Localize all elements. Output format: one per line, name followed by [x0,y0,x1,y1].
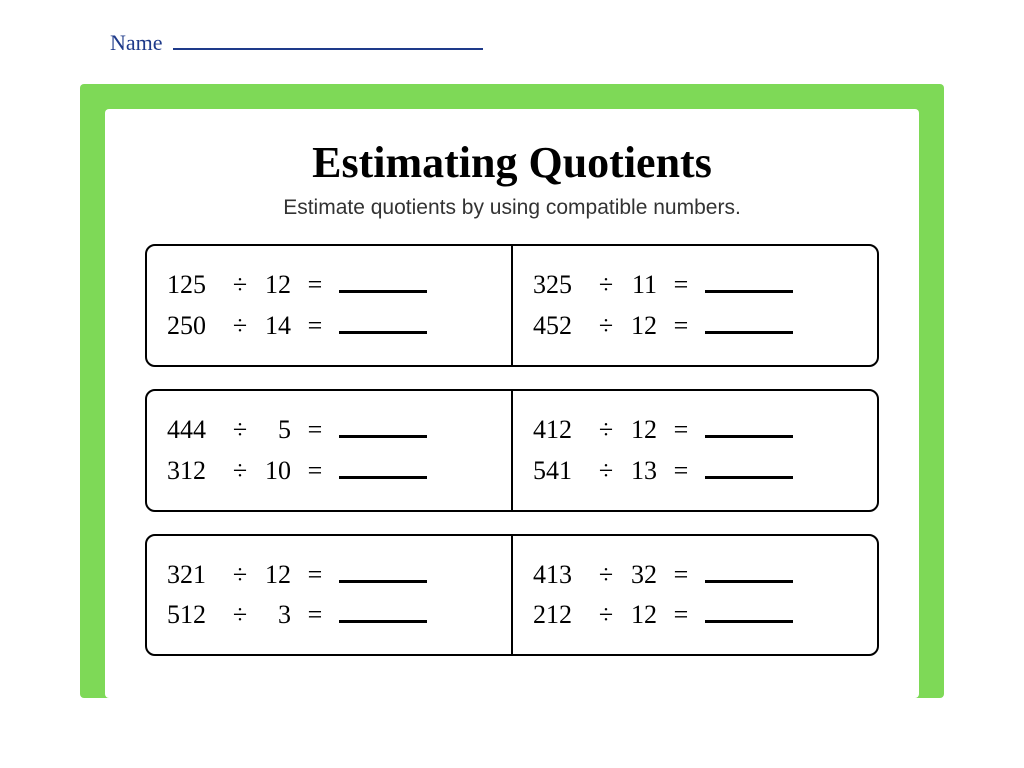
answer-blank[interactable] [339,455,427,478]
green-frame: Estimating Quotients Estimate quotients … [80,84,944,698]
problem-row: 212 ÷ 12 = [533,600,857,630]
problem-row: 125 ÷ 12 = [167,270,491,300]
divisor: 12 [255,560,297,590]
divide-icon: ÷ [225,600,255,630]
equals-sign: = [663,270,699,300]
divisor: 12 [255,270,297,300]
divide-icon: ÷ [591,560,621,590]
dividend: 412 [533,415,591,445]
problem-group: 321 ÷ 12 = 512 ÷ 3 = [145,534,879,657]
worksheet-title: Estimating Quotients [145,137,879,188]
dividend: 250 [167,311,225,341]
equals-sign: = [297,311,333,341]
answer-blank[interactable] [705,455,793,478]
divide-icon: ÷ [591,600,621,630]
dividend: 312 [167,456,225,486]
equals-sign: = [663,311,699,341]
problem-group: 125 ÷ 12 = 250 ÷ 14 = [145,244,879,367]
problem-col-right: 325 ÷ 11 = 452 ÷ 12 = [513,246,877,365]
divide-icon: ÷ [225,560,255,590]
problem-row: 325 ÷ 11 = [533,270,857,300]
equals-sign: = [663,415,699,445]
dividend: 321 [167,560,225,590]
problem-row: 312 ÷ 10 = [167,455,491,485]
problem-row: 444 ÷ 5 = [167,415,491,445]
equals-sign: = [297,560,333,590]
problem-row: 250 ÷ 14 = [167,310,491,340]
worksheet-card: Estimating Quotients Estimate quotients … [105,109,919,698]
divisor: 12 [621,415,663,445]
problem-col-left: 125 ÷ 12 = 250 ÷ 14 = [147,246,513,365]
dividend: 413 [533,560,591,590]
divisor: 14 [255,311,297,341]
answer-blank[interactable] [339,600,427,623]
answer-blank[interactable] [705,600,793,623]
problem-col-right: 413 ÷ 32 = 212 ÷ 12 = [513,536,877,655]
equals-sign: = [297,600,333,630]
answer-blank[interactable] [705,270,793,293]
equals-sign: = [297,456,333,486]
divide-icon: ÷ [591,311,621,341]
answer-blank[interactable] [705,415,793,438]
problem-row: 541 ÷ 13 = [533,455,857,485]
equals-sign: = [663,456,699,486]
divide-icon: ÷ [591,270,621,300]
worksheet-page: Name Estimating Quotients Estimate quoti… [0,0,1024,698]
divide-icon: ÷ [225,456,255,486]
answer-blank[interactable] [705,310,793,333]
answer-blank[interactable] [339,415,427,438]
problem-col-left: 444 ÷ 5 = 312 ÷ 10 = [147,391,513,510]
dividend: 452 [533,311,591,341]
problem-row: 321 ÷ 12 = [167,560,491,590]
problem-group: 444 ÷ 5 = 312 ÷ 10 = [145,389,879,512]
equals-sign: = [663,560,699,590]
divisor: 3 [255,600,297,630]
divisor: 11 [621,270,663,300]
equals-sign: = [297,415,333,445]
name-input-line[interactable] [173,32,483,50]
divide-icon: ÷ [591,415,621,445]
divide-icon: ÷ [591,456,621,486]
name-label: Name [110,30,163,56]
problem-row: 452 ÷ 12 = [533,310,857,340]
answer-blank[interactable] [705,560,793,583]
divide-icon: ÷ [225,270,255,300]
problem-col-left: 321 ÷ 12 = 512 ÷ 3 = [147,536,513,655]
divisor: 13 [621,456,663,486]
problem-col-right: 412 ÷ 12 = 541 ÷ 13 = [513,391,877,510]
divisor: 32 [621,560,663,590]
equals-sign: = [663,600,699,630]
answer-blank[interactable] [339,270,427,293]
divisor: 12 [621,600,663,630]
equals-sign: = [297,270,333,300]
divisor: 10 [255,456,297,486]
dividend: 212 [533,600,591,630]
divide-icon: ÷ [225,415,255,445]
dividend: 541 [533,456,591,486]
dividend: 444 [167,415,225,445]
answer-blank[interactable] [339,560,427,583]
divisor: 12 [621,311,663,341]
divide-icon: ÷ [225,311,255,341]
name-row: Name [110,30,944,56]
answer-blank[interactable] [339,310,427,333]
problem-row: 413 ÷ 32 = [533,560,857,590]
dividend: 125 [167,270,225,300]
dividend: 512 [167,600,225,630]
worksheet-subtitle: Estimate quotients by using compatible n… [145,196,879,220]
dividend: 325 [533,270,591,300]
problem-row: 512 ÷ 3 = [167,600,491,630]
divisor: 5 [255,415,297,445]
problem-row: 412 ÷ 12 = [533,415,857,445]
